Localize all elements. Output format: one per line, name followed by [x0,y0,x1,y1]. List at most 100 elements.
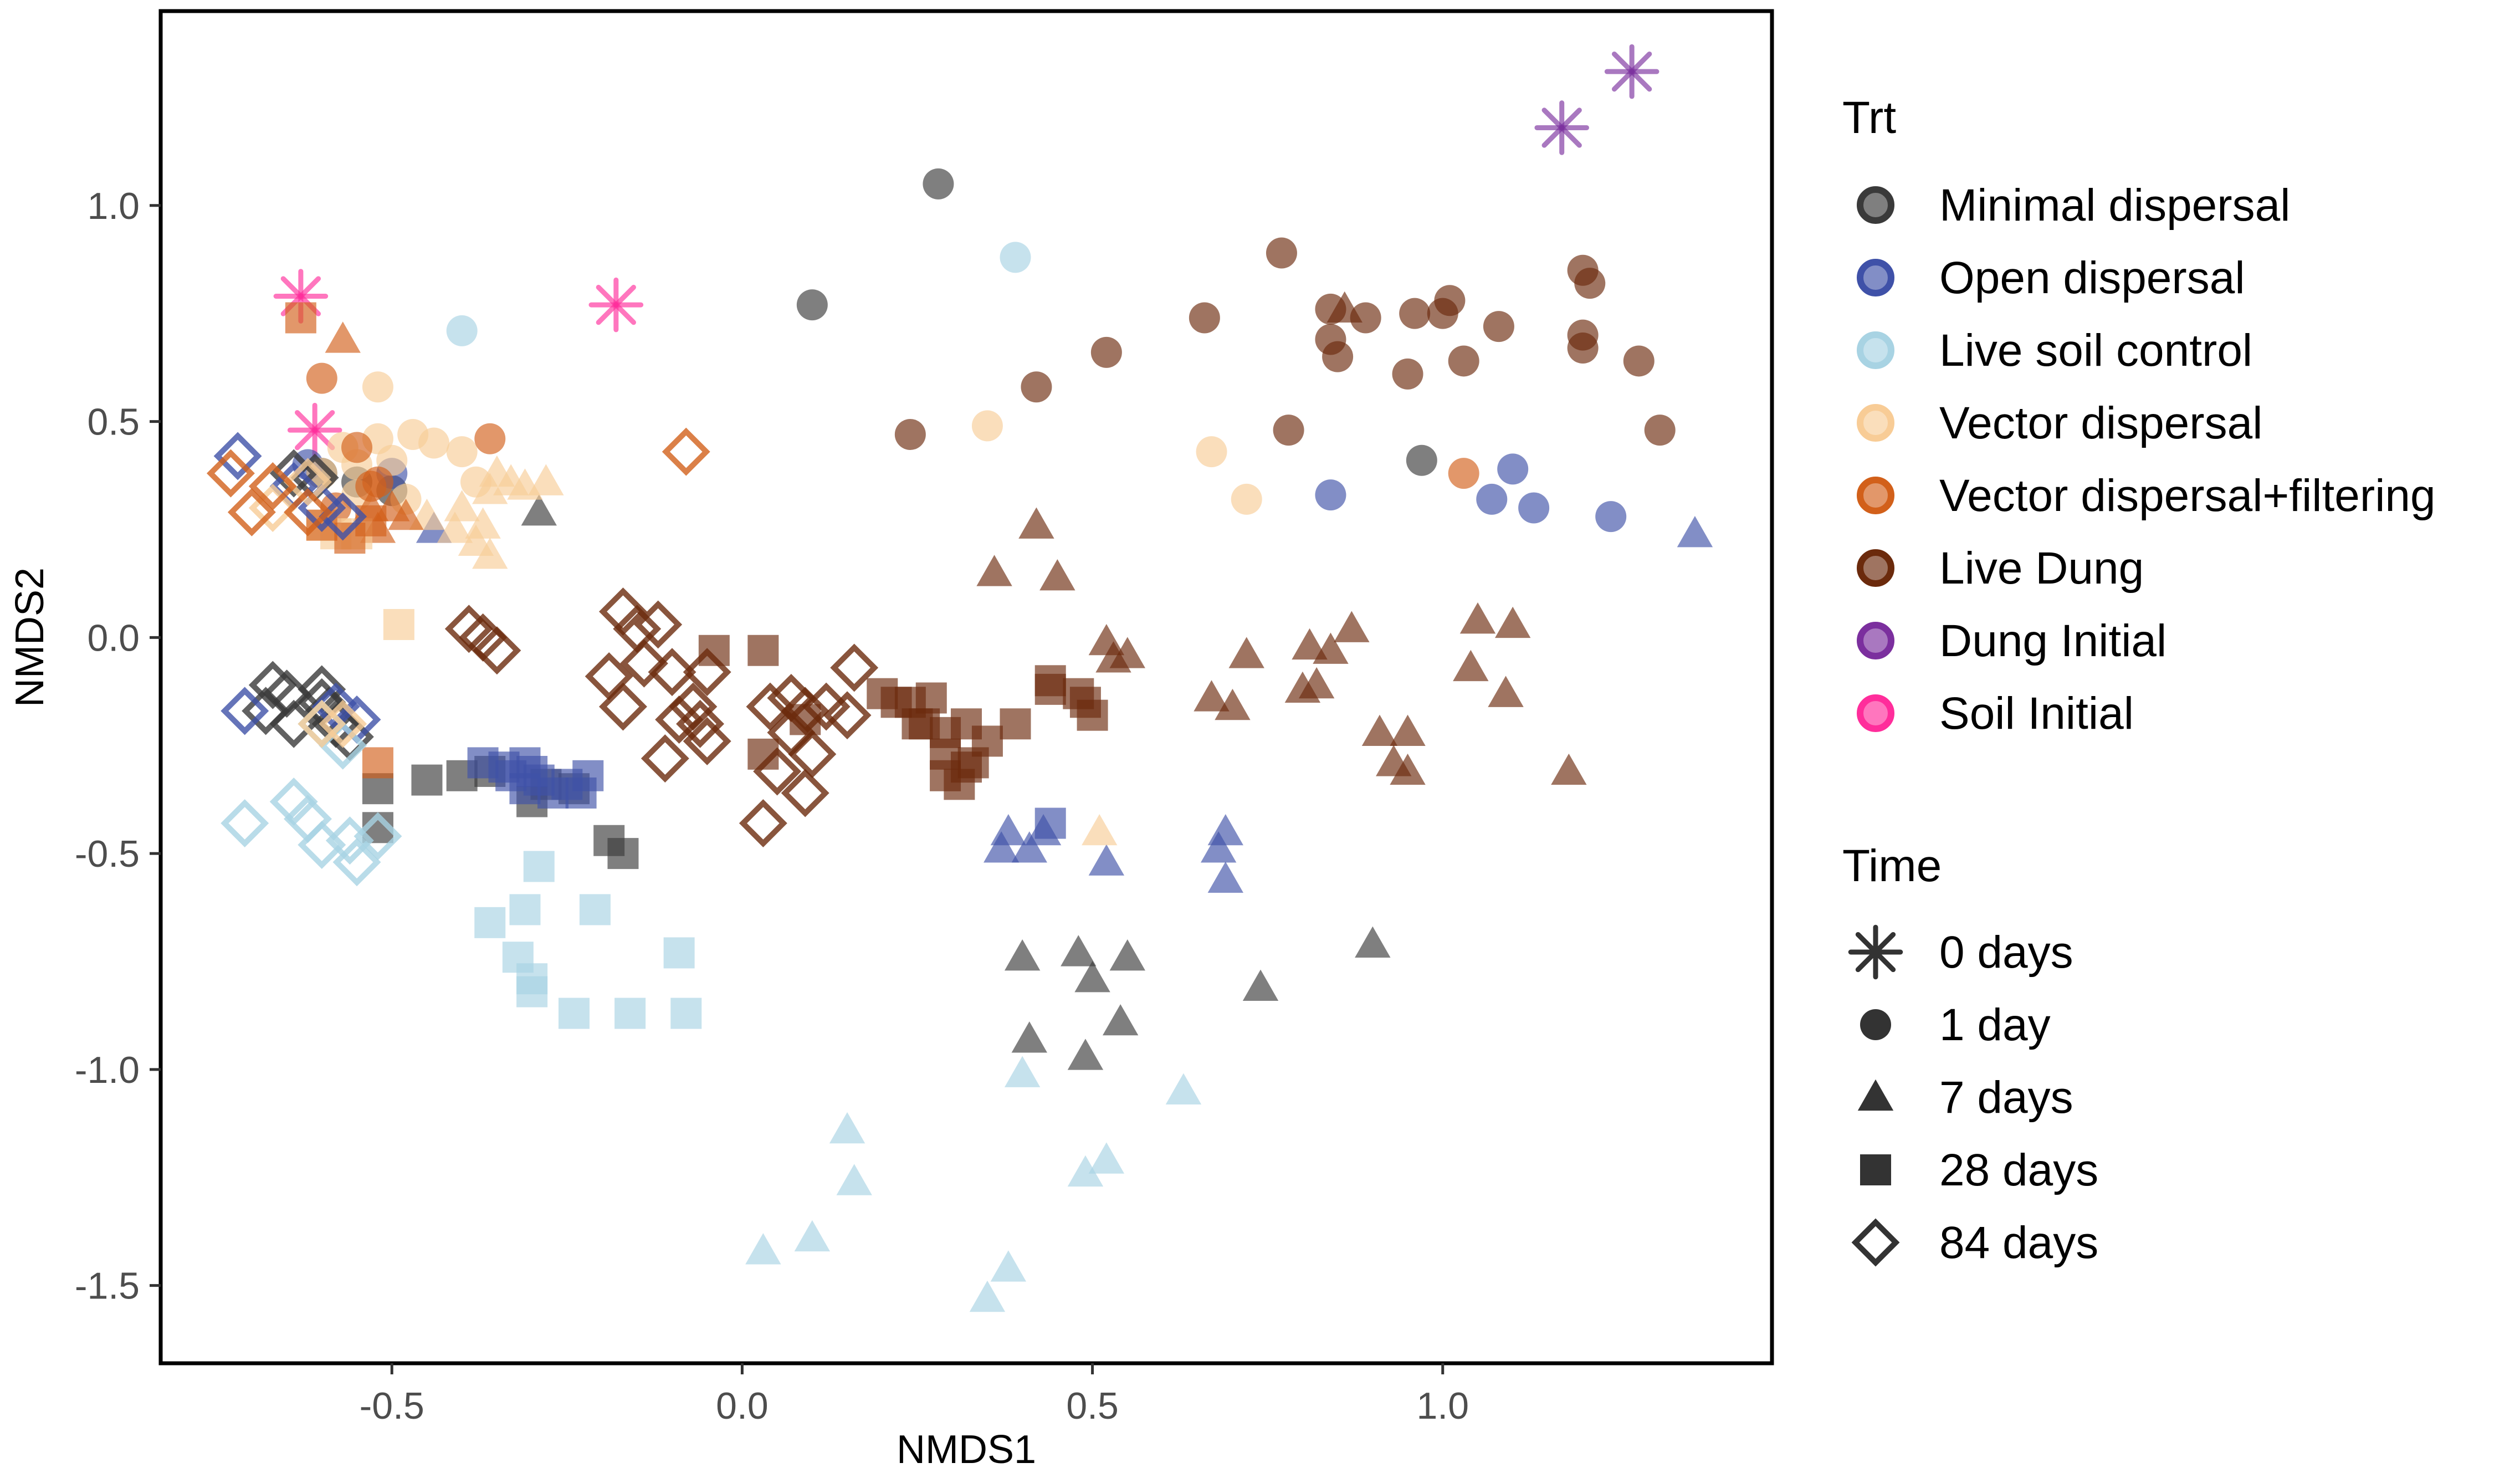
data-point-ld-7d [1488,676,1524,707]
data-point-lsc-7d [745,1233,781,1265]
data-point-ld-7d [1215,688,1251,720]
legend-time: Time 0 days 1 day 7 days 28 days 84 days [1842,841,2098,1268]
legend-treatment: Trt Minimal dispersal Open dispersal Live … [1842,93,2436,739]
x-tick-label: 0.5 [1066,1385,1119,1427]
x-tick-label: 1.0 [1416,1385,1469,1427]
legend-key-di [1857,622,1894,659]
data-point-si-0d [287,402,342,458]
legend-key-vd [1857,404,1894,442]
data-point-od-28d [1034,807,1066,839]
data-point-ld-1d [1273,415,1304,446]
data-point-od-1d [1595,501,1627,533]
x-axis-title: NMDS1 [897,1428,1036,1472]
data-point-md-1d [1406,444,1437,476]
data-point-ld-1d [1266,237,1297,269]
data-point-lsc-7d [829,1112,865,1144]
legend-treatment-title: Trt [1842,93,1896,143]
legend-key-time-28 [1860,1154,1891,1185]
data-point-ld-7d [1292,628,1328,660]
data-point-vd-7d [437,512,473,543]
y-tick-label: 0.5 [87,401,140,443]
data-point-od-1d [1476,483,1508,515]
legend-label-vdf: Vector dispersal+filtering [1939,470,2436,521]
data-point-ld-84d [781,687,829,735]
data-point-ld-28d [1000,708,1031,740]
legend-label-si: Soil Initial [1939,688,2134,739]
data-point-ld-7d [1018,507,1054,539]
data-point-vdf-1d [341,432,373,463]
data-point-md-7d [1061,935,1097,966]
data-point-md-7d [1004,939,1041,971]
data-point-vd-7d [1082,814,1118,846]
data-point-ld-1d [1483,311,1514,342]
legend-key-ld [1857,549,1894,587]
legend-label-time-7: 7 days [1939,1072,2073,1123]
data-point-lsc-7d [794,1220,831,1252]
data-point-ld-7d [1326,291,1363,323]
legend-key-md [1857,186,1894,224]
data-point-vd-7d [528,464,564,495]
data-point-di-0d [1534,100,1589,155]
data-point-md-1d [923,168,954,200]
data-point-vd-84d [319,699,367,748]
data-point-ld-1d [1350,302,1381,334]
data-point-ld-7d [1298,667,1335,699]
data-point-ld-28d [1034,673,1066,705]
data-point-ld-1d [1567,333,1599,364]
data-point-vd-7d [444,490,480,521]
legend-label-md: Minimal dispersal [1939,180,2290,231]
data-point-md-7d [1355,926,1391,958]
data-point-md-28d [411,764,443,796]
data-point-ld-84d [788,730,837,779]
data-point-lsc-28d [614,998,646,1029]
legend-label-time-0: 0 days [1939,927,2073,978]
data-point-lsc-1d [446,315,478,346]
data-point-ld-84d [634,600,683,649]
data-point-od-1d [1497,453,1529,485]
y-axis: 1.0 0.5 0.0 -0.5 -1.0 -1.5 [75,185,161,1307]
legend-key-time-7 [1857,1079,1894,1111]
legend-label-di: Dung Initial [1939,616,2166,666]
legend-label-lsc: Live soil control [1939,325,2252,376]
data-point-vdf-84d [248,462,297,510]
data-point-ld-7d [1390,753,1426,785]
data-point-ld-1d [1399,298,1431,329]
data-point-ld-1d [894,418,926,450]
data-point-vd-7d [507,468,543,500]
data-point-md-7d [1011,1021,1047,1053]
legend-key-si [1857,694,1894,732]
data-point-lsc-28d [579,894,611,925]
data-point-ld-84d [641,734,689,783]
data-point-ld-28d [1077,699,1108,731]
data-point-ld-84d [473,626,521,675]
data-point-vd-7d [472,538,508,569]
data-point-ld-7d [1494,606,1531,638]
data-point-ld-28d [915,682,947,714]
legend-label-od: Open dispersal [1939,253,2245,303]
data-point-lsc-28d [509,894,541,925]
legend-label-time-28: 28 days [1939,1145,2098,1195]
data-point-ld-1d [1021,371,1052,403]
data-point-md-7d [1102,1004,1139,1036]
data-point-ld-84d [753,747,802,796]
data-point-vd-28d [383,608,414,640]
legend-key-time-84 [1851,1218,1900,1267]
data-point-ld-84d [683,648,731,697]
legend-label-ld: Live Dung [1939,543,2144,594]
legend-time-title: Time [1842,841,1942,891]
data-point-lsc-28d [516,976,548,1007]
y-tick-label: -1.5 [75,1265,140,1307]
data-point-lsc-7d [1088,1142,1125,1174]
data-point-vd-84d [284,458,332,507]
data-point-vd-1d [971,410,1003,442]
data-point-ld-1d [1574,268,1606,299]
data-point-di-0d [1604,44,1659,99]
legend-key-lsc [1857,331,1894,369]
data-point-ld-7d [1039,559,1075,591]
data-point-vd-1d [446,436,478,468]
y-axis-title: NMDS2 [8,567,52,707]
data-point-lsc-84d [221,799,269,848]
legend-label-time-1: 1 day [1939,1000,2051,1050]
data-point-od-7d [1011,831,1047,863]
